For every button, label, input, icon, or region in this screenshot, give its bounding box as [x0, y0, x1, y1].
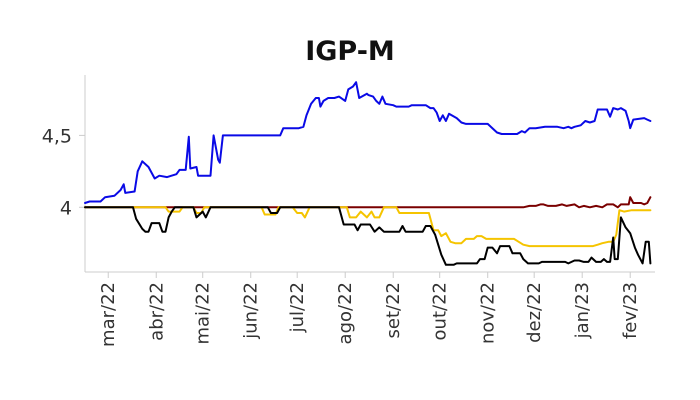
x-tick-label: nov/22: [478, 282, 499, 344]
x-tick-label: jun/22: [241, 282, 262, 340]
series-line-4: [84, 206, 652, 266]
series-line-2: [84, 196, 652, 209]
x-tick-label: out/22: [430, 282, 451, 340]
x-tick-label: jul/22: [287, 282, 308, 333]
chart-title: IGP-M: [305, 36, 395, 67]
x-tick-label: dez/22: [524, 282, 545, 343]
x-tick-label: ago/22: [335, 282, 356, 344]
x-tick-label: jan/23: [572, 282, 593, 339]
plot-series: [84, 81, 652, 266]
series-line-1: [84, 81, 652, 204]
series-line-3: [84, 206, 652, 248]
x-tick-label: mar/22: [98, 282, 119, 347]
y-tick-label: 4,5: [42, 125, 72, 147]
x-tick-label: fev/23: [620, 282, 641, 339]
x-tick-label: mai/22: [193, 282, 214, 345]
x-axis: mar/22 abr/22 mai/22 jun/22 jul/22 ago/22 set/…: [85, 271, 655, 347]
x-tick-label: set/22: [383, 282, 404, 338]
y-axis: 44,5: [42, 75, 86, 272]
y-tick-label: 4: [60, 197, 72, 219]
x-tick-label: abr/22: [146, 282, 167, 341]
